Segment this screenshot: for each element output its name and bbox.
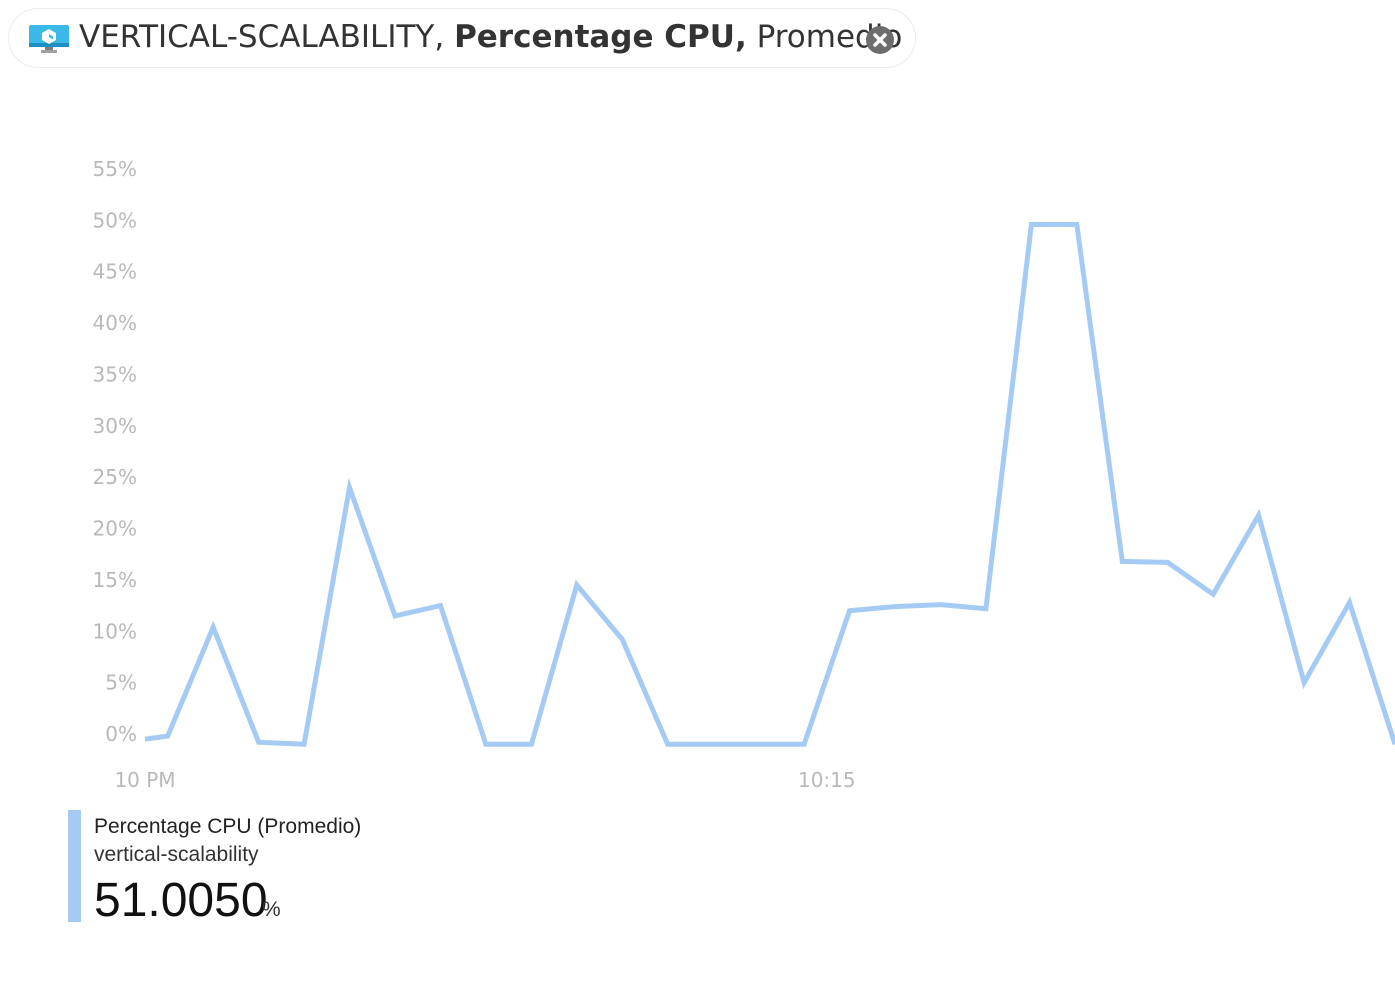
close-icon <box>873 33 887 47</box>
legend-value: 51.0050 <box>94 874 268 927</box>
y-tick-label: 5% <box>105 671 137 695</box>
y-tick-label: 15% <box>93 568 137 592</box>
y-tick-label: 10% <box>93 619 137 643</box>
y-tick-label: 45% <box>93 260 137 284</box>
x-tick-label: 10:15 <box>798 768 856 792</box>
legend-resource-label: vertical-scalability <box>94 843 259 866</box>
series-line <box>144 222 1395 747</box>
y-tick-label: 0% <box>105 722 137 746</box>
y-tick-label: 55% <box>93 157 137 181</box>
cpu-line-chart: 0% 5% 10% 15% 20% 25% 30% 35% 40% 45% 50% 55% 10 PM… <box>93 157 1395 792</box>
y-axis: 0% 5% 10% 15% 20% 25% 30% 35% 40% 45% 50% 55% <box>93 157 137 746</box>
close-button[interactable] <box>866 26 894 54</box>
legend-color-bar <box>68 810 81 922</box>
legend-unit: % <box>262 898 281 921</box>
chart-title: VERTICAL-SCALABILITY, Percentage CPU, Pr… <box>79 17 902 57</box>
virtual-machine-icon <box>29 25 69 53</box>
metric-name: Percentage CPU, <box>454 19 747 55</box>
series-layer <box>144 222 1395 747</box>
chart-title-bar: VERTICAL-SCALABILITY, Percentage CPU, Pr… <box>8 8 916 68</box>
y-tick-label: 25% <box>93 465 137 489</box>
resource-name: VERTICAL-SCALABILITY, <box>79 19 445 55</box>
y-tick-label: 20% <box>93 517 137 541</box>
y-tick-label: 50% <box>93 208 137 232</box>
y-tick-label: 30% <box>93 414 137 438</box>
x-tick-label: 10 PM <box>114 768 175 792</box>
legend-metric-label: Percentage CPU (Promedio) <box>94 815 362 838</box>
y-tick-label: 35% <box>93 362 137 386</box>
y-tick-label: 40% <box>93 311 137 335</box>
x-axis: 10 PM 10:15 <box>114 768 855 792</box>
